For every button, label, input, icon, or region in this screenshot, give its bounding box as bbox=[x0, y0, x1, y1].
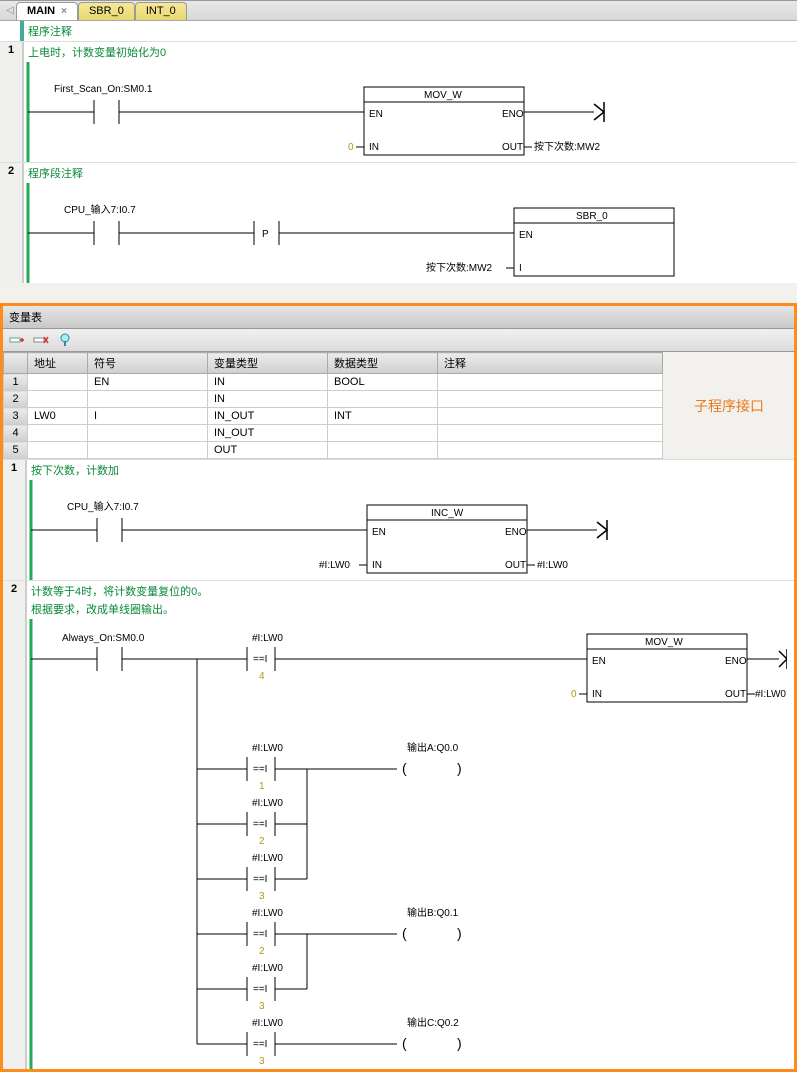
svg-text:IN: IN bbox=[592, 689, 602, 700]
svg-text:按下次数:MW2: 按下次数:MW2 bbox=[426, 261, 493, 274]
network-number: 1 bbox=[0, 42, 24, 162]
svg-text:(: ( bbox=[402, 760, 407, 776]
snet2-comment1: 计数等于4时，将计数变量复位的0。 bbox=[27, 581, 794, 601]
svg-text:): ) bbox=[457, 1035, 462, 1051]
svg-text:3: 3 bbox=[259, 1056, 265, 1067]
net2-ladder: CPU_输入7:I0.7 P SBR_0 EN I 按下次 bbox=[24, 183, 744, 283]
svg-text:0: 0 bbox=[571, 689, 577, 700]
svg-text:): ) bbox=[457, 760, 462, 776]
svg-text:EN: EN bbox=[369, 109, 383, 120]
svg-text:#I:LW0: #I:LW0 bbox=[319, 560, 350, 571]
snet1-ladder: CPU_输入7:I0.7 INC_W EN ENO IN OUT #I:LW0 bbox=[27, 480, 727, 580]
svg-text:OUT: OUT bbox=[502, 142, 523, 153]
network-number: 2 bbox=[3, 581, 27, 1069]
variable-table[interactable]: 地址 符号 变量类型 数据类型 注释 1ENINBOOL 2IN 3LW0IIN… bbox=[3, 352, 663, 459]
svg-text:ENO: ENO bbox=[725, 656, 747, 667]
svg-text:#I:LW0: #I:LW0 bbox=[537, 560, 568, 571]
svg-text:==I: ==I bbox=[253, 1039, 267, 1050]
svg-text:EN: EN bbox=[519, 230, 533, 241]
build-icon[interactable] bbox=[57, 332, 73, 348]
nav-left-icon[interactable]: ◁ bbox=[4, 5, 16, 16]
svg-text:IN: IN bbox=[372, 560, 382, 571]
insert-row-icon[interactable] bbox=[9, 332, 25, 348]
svg-text:3: 3 bbox=[259, 891, 265, 902]
net2-comment: 程序段注释 bbox=[24, 163, 797, 183]
svg-text:P: P bbox=[262, 229, 269, 240]
net1-ladder: First_Scan_On:SM0.1 MOV_W EN ENO IN OUT bbox=[24, 62, 724, 162]
svg-text:输出C:Q0.2: 输出C:Q0.2 bbox=[407, 1016, 459, 1029]
delete-row-icon[interactable] bbox=[33, 332, 49, 348]
svg-text:(: ( bbox=[402, 925, 407, 941]
svg-text:2: 2 bbox=[259, 946, 265, 957]
tab-sbr[interactable]: SBR_0 bbox=[78, 2, 135, 20]
svg-text:OUT: OUT bbox=[725, 689, 746, 700]
svg-text:I: I bbox=[519, 263, 522, 274]
svg-text:OUT: OUT bbox=[505, 560, 526, 571]
program-comment: 程序注释 bbox=[20, 21, 797, 41]
svg-text:#I:LW0: #I:LW0 bbox=[252, 633, 283, 644]
annotation-sub: 子程序接口 bbox=[694, 396, 764, 416]
svg-text:): ) bbox=[457, 925, 462, 941]
network-number: 1 bbox=[3, 460, 27, 580]
svg-text:IN: IN bbox=[369, 142, 379, 153]
svg-text:==I: ==I bbox=[253, 819, 267, 830]
svg-text:1: 1 bbox=[259, 781, 265, 792]
svg-text:EN: EN bbox=[592, 656, 606, 667]
svg-text:输出A:Q0.0: 输出A:Q0.0 bbox=[407, 741, 459, 754]
svg-text:ENO: ENO bbox=[505, 527, 527, 538]
svg-text:MOV_W: MOV_W bbox=[424, 90, 462, 101]
svg-text:==I: ==I bbox=[253, 764, 267, 775]
svg-text:CPU_输入7:I0.7: CPU_输入7:I0.7 bbox=[67, 500, 139, 513]
svg-text:#I:LW0: #I:LW0 bbox=[755, 689, 786, 700]
svg-text:#I:LW0: #I:LW0 bbox=[252, 798, 283, 809]
vartable-title: 变量表 bbox=[3, 306, 794, 329]
svg-text:SBR_0: SBR_0 bbox=[576, 211, 608, 222]
svg-text:#I:LW0: #I:LW0 bbox=[252, 1018, 283, 1029]
close-icon[interactable]: × bbox=[61, 6, 67, 17]
tabs-bar: ◁ MAIN× SBR_0 INT_0 bbox=[0, 1, 797, 21]
svg-text:4: 4 bbox=[259, 671, 265, 682]
tab-int[interactable]: INT_0 bbox=[135, 2, 187, 20]
svg-text:#I:LW0: #I:LW0 bbox=[252, 743, 283, 754]
svg-text:0: 0 bbox=[348, 142, 354, 153]
net1-comment: 上电时，计数变量初始化为0 bbox=[24, 42, 797, 62]
network-number: 2 bbox=[0, 163, 24, 283]
svg-text:EN: EN bbox=[372, 527, 386, 538]
vartable-toolbar bbox=[3, 329, 794, 352]
svg-text:Always_On:SM0.0: Always_On:SM0.0 bbox=[62, 633, 145, 644]
svg-text:==I: ==I bbox=[253, 654, 267, 665]
svg-text:按下次数:MW2: 按下次数:MW2 bbox=[534, 140, 601, 153]
svg-text:==I: ==I bbox=[253, 929, 267, 940]
svg-text:ENO: ENO bbox=[502, 109, 524, 120]
svg-text:2: 2 bbox=[259, 836, 265, 847]
svg-text:First_Scan_On:SM0.1: First_Scan_On:SM0.1 bbox=[54, 84, 153, 95]
svg-text:==I: ==I bbox=[253, 984, 267, 995]
svg-text:#I:LW0: #I:LW0 bbox=[252, 853, 283, 864]
tab-main[interactable]: MAIN× bbox=[16, 2, 78, 20]
svg-text:(: ( bbox=[402, 1035, 407, 1051]
svg-text:#I:LW0: #I:LW0 bbox=[252, 908, 283, 919]
snet2-comment2: 根据要求，改成单线圈输出。 bbox=[27, 601, 794, 619]
svg-text:CPU_输入7:I0.7: CPU_输入7:I0.7 bbox=[64, 203, 136, 216]
svg-text:#I:LW0: #I:LW0 bbox=[252, 963, 283, 974]
snet1-comment: 按下次数，计数加 bbox=[27, 460, 794, 480]
snet2-ladder: Always_On:SM0.0 #I:LW0 ==I 4 bbox=[27, 619, 787, 1069]
svg-text:MOV_W: MOV_W bbox=[645, 637, 683, 648]
svg-text:3: 3 bbox=[259, 1001, 265, 1012]
svg-text:==I: ==I bbox=[253, 874, 267, 885]
svg-text:INC_W: INC_W bbox=[431, 508, 464, 519]
svg-text:输出B:Q0.1: 输出B:Q0.1 bbox=[407, 906, 459, 919]
